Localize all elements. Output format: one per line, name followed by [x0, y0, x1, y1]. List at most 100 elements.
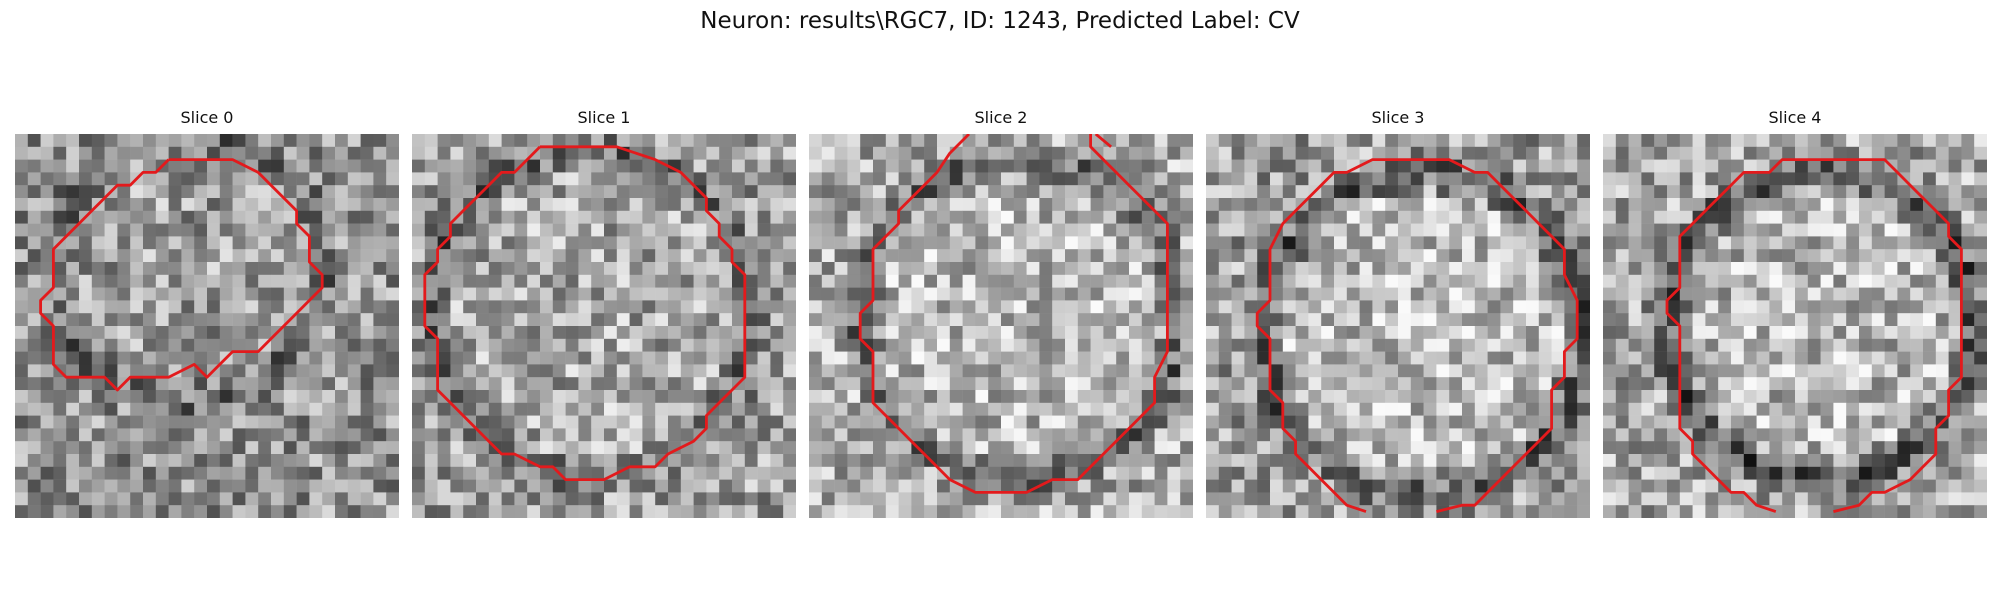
pixel: [271, 377, 285, 391]
pixel: [1846, 249, 1860, 263]
pixel: [232, 236, 246, 250]
pixel: [1359, 249, 1373, 263]
pixel: [450, 364, 464, 378]
pixel: [821, 441, 835, 455]
pixel: [1769, 377, 1783, 391]
pixel: [1846, 390, 1860, 404]
pixel: [1615, 287, 1629, 301]
pixel: [1833, 313, 1847, 327]
pixel: [1935, 428, 1949, 442]
pixel: [1487, 338, 1501, 352]
pixel: [1449, 172, 1463, 186]
pixel: [1385, 262, 1399, 276]
pixel: [1654, 479, 1668, 493]
pixel: [1641, 262, 1655, 276]
pixel: [642, 287, 656, 301]
pixel: [591, 198, 605, 212]
pixel: [962, 377, 976, 391]
pixel: [501, 441, 515, 455]
pixel: [1500, 313, 1514, 327]
pixel: [1436, 287, 1450, 301]
pixel: [565, 390, 579, 404]
pixel: [783, 428, 796, 442]
pixel: [283, 466, 297, 480]
pixel: [757, 274, 771, 288]
pixel: [143, 262, 157, 276]
pixel: [143, 210, 157, 224]
pixel: [1167, 146, 1181, 160]
pixel: [1001, 492, 1015, 506]
pixel: [501, 236, 515, 250]
pixel: [1218, 236, 1232, 250]
pixel: [924, 210, 938, 224]
pixel: [783, 287, 796, 301]
pixel: [1462, 236, 1476, 250]
pixel: [1257, 338, 1271, 352]
pixel: [168, 402, 182, 416]
pixel: [885, 479, 899, 493]
pixel: [1039, 390, 1053, 404]
pixel: [1039, 338, 1053, 352]
pixel: [770, 326, 784, 340]
pixel: [27, 505, 41, 518]
pixel: [53, 492, 67, 506]
pixel: [1282, 300, 1296, 314]
pixel: [245, 198, 259, 212]
pixel: [91, 364, 105, 378]
pixel: [1077, 492, 1091, 506]
pixel: [309, 326, 323, 340]
pixel: [949, 441, 963, 455]
pixel: [565, 441, 579, 455]
pixel: [373, 351, 387, 365]
pixel: [1270, 134, 1284, 148]
pixel: [1884, 223, 1898, 237]
pixel: [130, 210, 144, 224]
pixel: [988, 249, 1002, 263]
pixel: [591, 236, 605, 250]
pixel: [655, 223, 669, 237]
pixel: [335, 390, 349, 404]
pixel: [168, 441, 182, 455]
pixel: [1526, 223, 1540, 237]
pixel: [1244, 185, 1258, 199]
pixel: [1897, 262, 1911, 276]
pixel: [783, 134, 796, 148]
pixel: [335, 364, 349, 378]
pixel: [1551, 146, 1565, 160]
pixel: [40, 351, 54, 365]
pixel: [66, 479, 80, 493]
pixel: [1807, 466, 1821, 480]
pixel: [949, 338, 963, 352]
pixel: [898, 415, 912, 429]
pixel: [104, 262, 118, 276]
pixel: [1065, 402, 1079, 416]
pixel: [258, 249, 272, 263]
pixel: [79, 492, 93, 506]
pixel: [1013, 466, 1027, 480]
pixel: [1244, 454, 1258, 468]
pixel: [1859, 287, 1873, 301]
pixel: [66, 390, 80, 404]
pixel: [1615, 185, 1629, 199]
pixel: [1833, 390, 1847, 404]
pixel: [1129, 274, 1143, 288]
pixel: [360, 428, 374, 442]
pixel: [1807, 377, 1821, 391]
pixel: [79, 364, 93, 378]
pixel: [463, 466, 477, 480]
pixel: [1705, 505, 1719, 518]
pixel: [488, 274, 502, 288]
pixel: [732, 492, 746, 506]
pixel: [181, 287, 195, 301]
pixel: [962, 185, 976, 199]
pixel: [1935, 223, 1949, 237]
pixel: [1308, 249, 1322, 263]
pixel: [834, 377, 848, 391]
pixel: [552, 172, 566, 186]
pixel: [1795, 198, 1809, 212]
pixel: [1500, 390, 1514, 404]
pixel: [1154, 505, 1168, 518]
pixel: [15, 274, 29, 288]
pixel: [181, 146, 195, 160]
pixel: [1141, 466, 1155, 480]
